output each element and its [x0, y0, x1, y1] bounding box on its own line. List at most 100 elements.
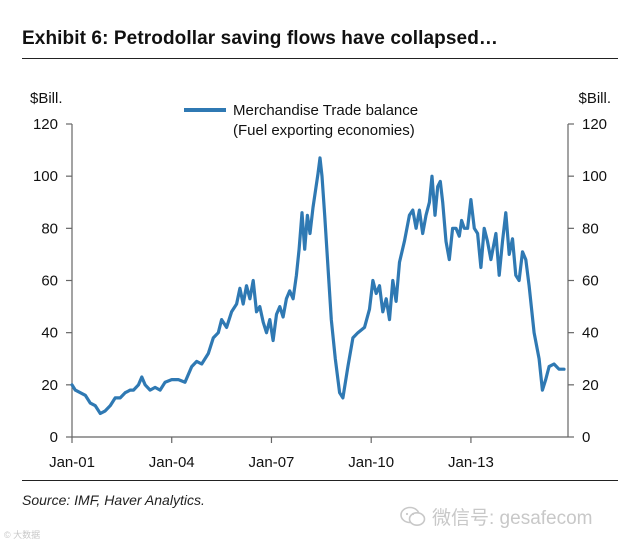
data-point: [324, 215, 326, 217]
data-point: [221, 319, 223, 321]
data-point: [292, 298, 294, 300]
data-point: [483, 228, 485, 230]
data-point: [480, 267, 482, 269]
data-point: [196, 361, 198, 363]
data-point: [259, 306, 261, 308]
data-point: [558, 368, 560, 370]
data-point: [548, 366, 550, 368]
source-note: Source: IMF, Haver Analytics.: [22, 492, 205, 508]
data-point: [379, 285, 381, 287]
data-point: [434, 215, 436, 217]
data-point: [542, 389, 544, 391]
data-point: [141, 376, 143, 378]
data-point: [218, 332, 220, 334]
data-point: [191, 366, 193, 368]
data-point: [563, 368, 565, 370]
data-point: [461, 220, 463, 222]
data-point: [455, 228, 457, 230]
data-point: [412, 209, 414, 211]
data-point: [75, 389, 77, 391]
data-point: [431, 175, 433, 177]
data-point: [395, 301, 397, 303]
x-tick-label: Jan-10: [348, 454, 394, 471]
data-point: [80, 392, 82, 394]
data-point: [304, 248, 306, 250]
plot-area: [70, 156, 566, 416]
data-point: [104, 410, 106, 412]
data-point: [339, 392, 341, 394]
data-point: [301, 212, 303, 214]
data-point: [385, 298, 387, 300]
legend-label-line: Merchandise Trade balance: [233, 102, 418, 119]
data-point: [467, 228, 469, 230]
data-point: [515, 275, 517, 277]
y-axis-label-right: $Bill.: [578, 90, 611, 107]
data-point: [109, 405, 111, 407]
legend-label-line: (Fuel exporting economies): [233, 122, 415, 139]
data-point: [419, 209, 421, 211]
data-point: [415, 228, 417, 230]
data-point: [342, 397, 344, 399]
data-point: [487, 241, 489, 243]
data-point: [502, 241, 504, 243]
data-point: [409, 215, 411, 217]
data-point: [124, 392, 126, 394]
data-point: [133, 389, 135, 391]
data-point: [404, 241, 406, 243]
data-point: [538, 358, 540, 360]
data-point: [114, 397, 116, 399]
data-point: [201, 363, 203, 365]
data-point: [71, 384, 73, 386]
data-point: [470, 199, 472, 201]
data-point: [464, 228, 466, 230]
data-point: [399, 261, 401, 263]
y-tick-label-right: 100: [582, 168, 607, 185]
data-point: [282, 316, 284, 318]
data-point: [242, 303, 244, 305]
y-tick-label-left: 20: [41, 377, 58, 394]
data-point: [459, 235, 461, 237]
data-point: [256, 311, 258, 313]
x-tick-label: Jan-13: [448, 454, 494, 471]
series-line: [70, 156, 566, 416]
data-point: [279, 306, 281, 308]
y-tick-label-left: 80: [41, 220, 58, 237]
data-point: [249, 298, 251, 300]
data-point: [95, 405, 97, 407]
legend: Merchandise Trade balance (Fuel exporting…: [184, 102, 418, 139]
data-point: [307, 215, 309, 217]
data-point: [352, 337, 354, 339]
data-point: [208, 353, 210, 355]
data-point: [315, 188, 317, 190]
x-tick-label: Jan-04: [149, 454, 195, 471]
data-point: [119, 397, 121, 399]
y-tick-label-right: 80: [582, 220, 599, 237]
data-point: [525, 259, 527, 261]
data-point: [171, 379, 173, 381]
data-point: [449, 259, 451, 261]
data-point: [213, 337, 215, 339]
data-point: [490, 259, 492, 261]
chart: 0 0 20 20 40 40 60 60 80 80 100 100 120 120 Jan-01 Jan-…: [30, 90, 611, 471]
data-point: [272, 340, 274, 342]
data-point: [144, 384, 146, 386]
data-point: [319, 157, 321, 159]
data-point: [296, 275, 298, 277]
data-point: [505, 212, 507, 214]
data-point: [372, 280, 374, 282]
y-tick-label-left: 100: [33, 168, 58, 185]
data-point: [522, 251, 524, 253]
data-point: [512, 238, 514, 240]
data-point: [309, 233, 311, 235]
y-tick-label-left: 60: [41, 273, 58, 290]
data-point: [335, 358, 337, 360]
data-point: [533, 332, 535, 334]
footer-rule: [22, 480, 618, 481]
data-point: [252, 280, 254, 282]
axes: 0 0 20 20 40 40 60 60 80 80 100 100 120 120 Jan-01 Jan-…: [30, 90, 611, 471]
data-point: [518, 280, 520, 282]
data-point: [226, 327, 228, 329]
y-tick-label-left: 40: [41, 325, 58, 342]
data-point: [239, 288, 241, 290]
data-point: [445, 241, 447, 243]
